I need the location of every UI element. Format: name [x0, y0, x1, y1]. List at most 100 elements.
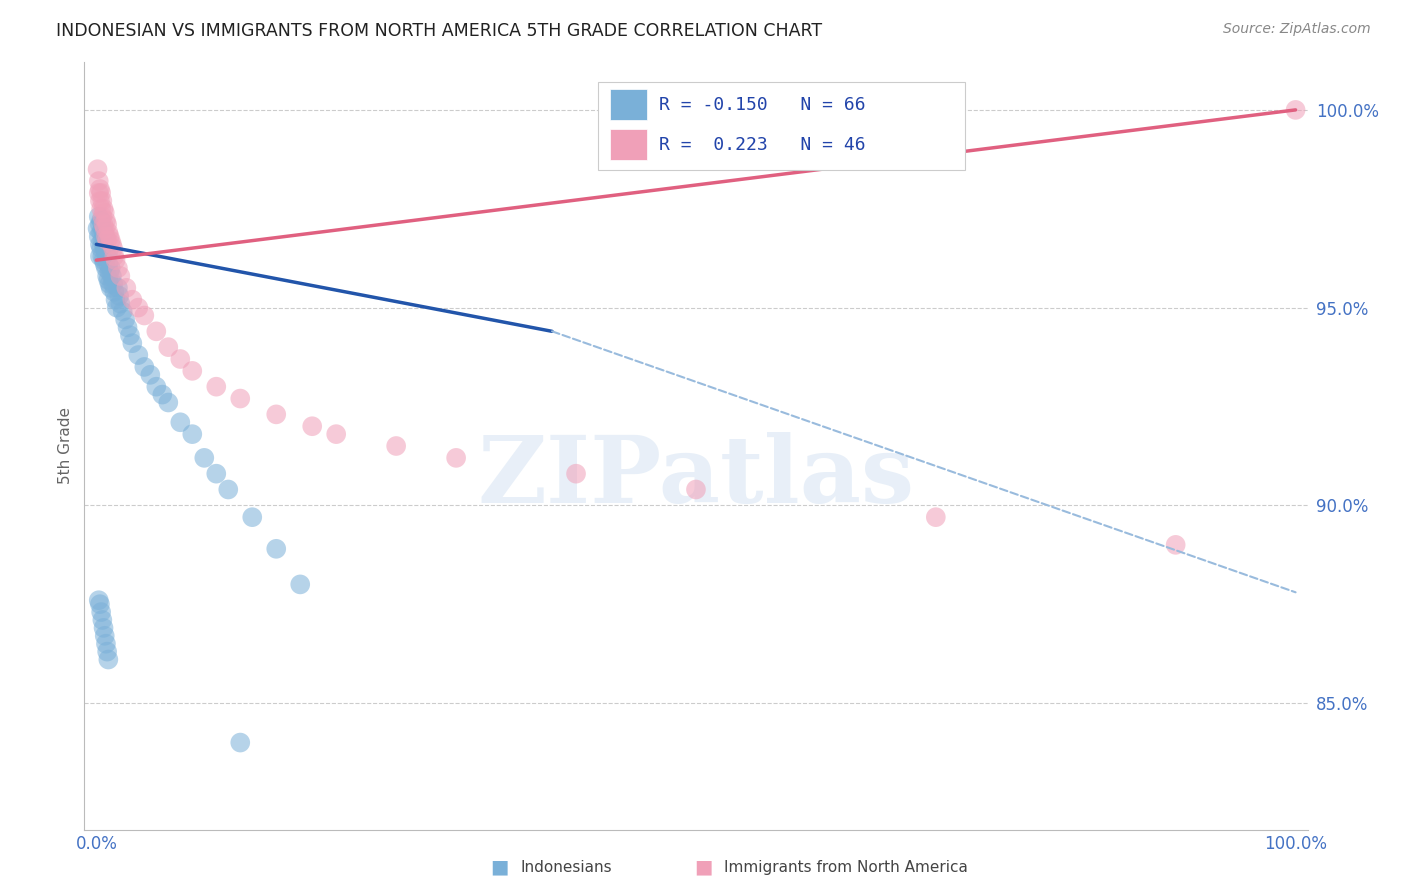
Point [94, 213, 117, 227]
Point [87, 229, 110, 244]
Point [169, 351, 191, 366]
Point [229, 392, 252, 406]
Point [87, 210, 110, 224]
Point [89, 218, 111, 232]
Point [93, 253, 115, 268]
Point [229, 735, 252, 749]
Point [93, 621, 115, 635]
Bar [610, 89, 647, 120]
Point [89, 182, 111, 196]
Point [134, 359, 156, 374]
Point [91, 194, 114, 208]
Point [94, 245, 117, 260]
Point [444, 450, 467, 465]
Point [134, 309, 156, 323]
Point [87, 593, 110, 607]
Point [94, 229, 117, 244]
Point [87, 186, 110, 200]
Point [101, 277, 124, 291]
Point [98, 229, 121, 244]
Point [105, 301, 128, 315]
Point [385, 439, 408, 453]
Point [205, 380, 228, 394]
Point [91, 210, 114, 224]
Text: Immigrants from North America: Immigrants from North America [724, 860, 967, 874]
Point [90, 213, 112, 227]
Point [108, 289, 131, 303]
Point [90, 605, 112, 619]
Point [96, 249, 118, 263]
Point [98, 265, 121, 279]
Point [217, 483, 239, 497]
Point [104, 293, 127, 307]
Point [90, 241, 112, 255]
Point [98, 277, 121, 291]
Point [1284, 103, 1306, 117]
Point [139, 368, 162, 382]
Point [96, 218, 118, 232]
Point [169, 415, 191, 429]
Y-axis label: 5th Grade: 5th Grade [58, 408, 73, 484]
Point [145, 324, 167, 338]
Point [107, 281, 129, 295]
Point [101, 237, 124, 252]
Point [150, 387, 173, 401]
Point [103, 285, 125, 299]
Point [96, 645, 118, 659]
Point [93, 202, 115, 216]
Point [205, 467, 228, 481]
Point [91, 249, 114, 263]
Point [118, 328, 141, 343]
Point [91, 233, 114, 247]
Point [93, 237, 115, 252]
Point [93, 241, 117, 255]
Point [264, 408, 287, 422]
Point [93, 218, 115, 232]
Point [97, 273, 120, 287]
Bar [610, 129, 647, 160]
Point [93, 229, 117, 244]
Point [565, 467, 588, 481]
Point [100, 281, 122, 295]
Point [96, 233, 118, 247]
Point [101, 241, 124, 255]
Point [94, 637, 117, 651]
Point [301, 419, 323, 434]
Point [127, 348, 149, 362]
Point [685, 483, 707, 497]
Point [157, 395, 180, 409]
Point [181, 427, 204, 442]
Point [93, 221, 117, 235]
Point [127, 301, 149, 315]
Point [145, 380, 167, 394]
Point [157, 340, 180, 354]
Point [87, 174, 110, 188]
Point [121, 336, 143, 351]
Point [97, 245, 120, 260]
Point [97, 257, 120, 271]
Text: ZIPatlas: ZIPatlas [478, 432, 914, 522]
Point [96, 268, 118, 283]
Point [86, 162, 108, 177]
Point [121, 293, 143, 307]
Point [100, 233, 122, 247]
Point [97, 226, 120, 240]
Point [90, 226, 112, 240]
FancyBboxPatch shape [598, 81, 965, 169]
Text: INDONESIAN VS IMMIGRANTS FROM NORTH AMERICA 5TH GRADE CORRELATION CHART: INDONESIAN VS IMMIGRANTS FROM NORTH AMER… [56, 22, 823, 40]
Point [90, 202, 112, 216]
Point [107, 261, 129, 276]
Point [89, 249, 111, 263]
Point [925, 510, 948, 524]
Point [1164, 538, 1187, 552]
Point [94, 261, 117, 276]
Point [86, 221, 108, 235]
Point [181, 364, 204, 378]
Text: R = -0.150   N = 66: R = -0.150 N = 66 [659, 95, 866, 113]
Point [104, 253, 127, 268]
Point [89, 194, 111, 208]
Point [193, 450, 215, 465]
Point [264, 541, 287, 556]
Point [93, 629, 117, 643]
Point [110, 296, 132, 310]
